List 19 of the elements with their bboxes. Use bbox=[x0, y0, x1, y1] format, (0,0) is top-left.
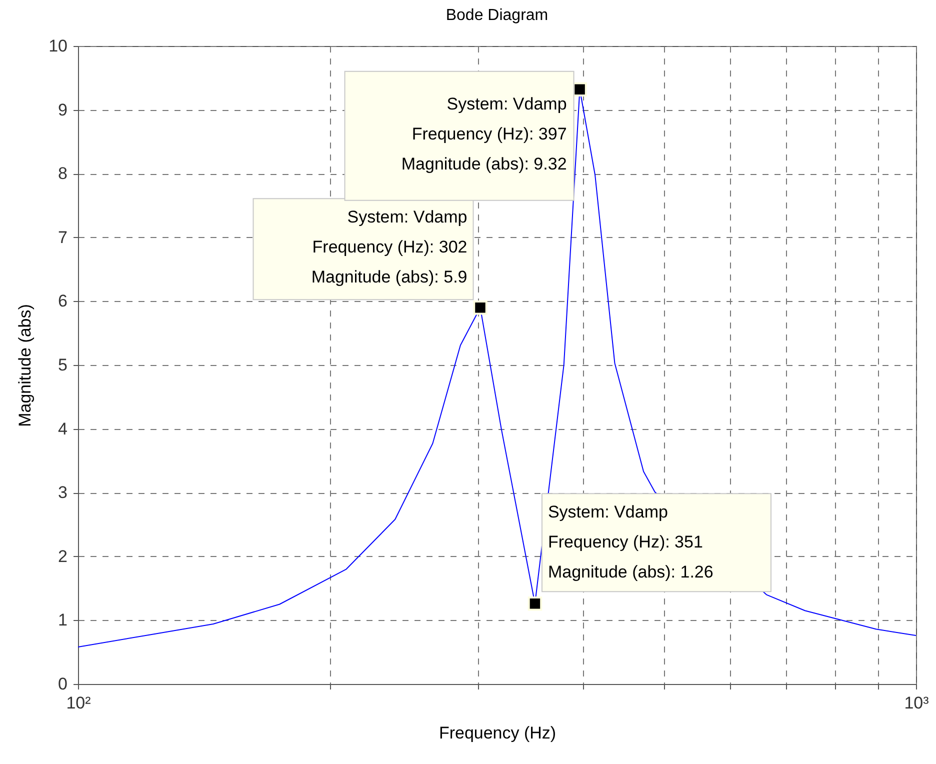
y-tick-label: 9 bbox=[58, 100, 68, 120]
annotation: System: Vdamp Frequency (Hz): 397 Magnitude (abs): 9.32 bbox=[401, 94, 567, 174]
y-tick-label: 6 bbox=[58, 292, 68, 311]
annotation: System: Vdamp Frequency (Hz): 302 Magnitude (abs): 5.9 bbox=[311, 208, 468, 287]
y-tick-label: 0 bbox=[58, 674, 68, 694]
y-axis-title: Magnitude (abs) bbox=[16, 304, 35, 427]
x-axis-title: Frequency (Hz) bbox=[438, 724, 556, 742]
annotation: System: Vdamp Frequency (Hz): 351 Magnitude (abs): 1.26 bbox=[548, 502, 714, 582]
y-tick-label: 4 bbox=[58, 419, 68, 438]
y-tick-label: 8 bbox=[58, 164, 68, 184]
y-tick-label: 10 bbox=[48, 36, 68, 56]
y-tick-label: 1 bbox=[58, 610, 68, 630]
y-tick-label: 5 bbox=[58, 356, 68, 374]
y-tick-label: 2 bbox=[58, 546, 68, 566]
x-tick-label: 10² bbox=[66, 694, 92, 712]
y-tick-label: 7 bbox=[58, 228, 68, 247]
chart-title: Bode Diagram bbox=[446, 7, 548, 24]
y-tick-label: 3 bbox=[58, 483, 68, 502]
x-tick-label: 10³ bbox=[904, 694, 930, 712]
